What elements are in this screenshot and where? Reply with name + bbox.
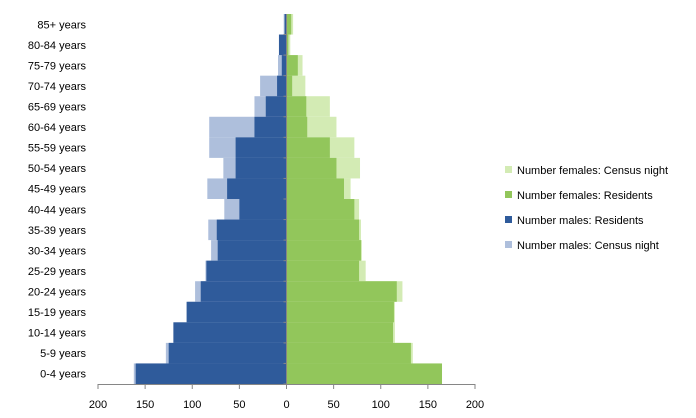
bar-number-males-residents-30-34-years [217,240,287,261]
bar-number-females-residents-0-4-years [286,363,443,384]
y-tick-label-85-years: 85+ years [37,19,86,31]
x-tick-label: 150 [419,399,437,411]
x-tick-label: 200 [89,399,107,411]
x-tick-label: 0 [283,399,289,411]
bar-number-males-residents-50-54-years [235,157,287,179]
bar-number-females-residents-40-44-years [286,199,355,220]
bar-number-males-residents-55-59-years [235,137,287,158]
y-tick-label-10-14-years: 10-14 years [28,328,87,340]
bar-number-males-residents-25-29-years [206,260,287,282]
y-tick-label-0-4-years: 0-4 years [40,369,86,381]
x-tick-label: 100 [372,399,390,411]
legend-label-number-males-residents: Number males: Residents [517,215,644,227]
bar-number-females-residents-20-24-years [286,281,397,302]
bar-number-males-residents-10-14-years [173,322,287,343]
legend: Number females: Census night Number femal… [505,165,668,252]
bar-number-males-residents-75-79-years [281,55,287,76]
x-tick-label: 100 [183,399,201,411]
x-tick-label: 50 [233,399,245,411]
bar-number-females-residents-60-64-years [286,116,308,138]
axes-layer: 0-4 years 5-9 years 10-14 years 15-19 years… [28,14,484,411]
y-tick-label-50-54-years: 50-54 years [28,163,87,175]
bar-number-females-residents-70-74-years [286,75,293,97]
x-tick-label: 200 [466,399,484,411]
legend-label-number-females-residents: Number females: Residents [517,190,653,202]
bar-number-males-residents-0-4-years [135,363,287,384]
x-tick-label: 150 [136,399,154,411]
legend-swatch-number-males-residents [505,216,512,223]
bar-number-females-residents-75-79-years [286,55,298,76]
x-tick-label: 50 [328,399,340,411]
bar-number-females-residents-50-54-years [286,157,337,179]
y-tick-label-55-59-years: 55-59 years [28,143,87,155]
y-tick-label-80-84-years: 80-84 years [28,40,87,52]
bar-number-males-residents-65-69-years [265,96,287,117]
bar-number-males-residents-60-64-years [254,116,287,138]
legend-swatch-number-females-residents [505,191,512,198]
bar-number-males-residents-70-74-years [277,75,287,97]
bar-number-females-residents-10-14-years [286,322,394,343]
y-tick-label-40-44-years: 40-44 years [28,204,87,216]
y-tick-label-25-29-years: 25-29 years [28,266,87,278]
bar-number-males-residents-85-years [284,14,287,35]
y-tick-label-70-74-years: 70-74 years [28,81,87,93]
bar-number-females-residents-5-9-years [286,342,411,364]
bar-number-males-residents-35-39-years [216,219,287,241]
bar-number-males-residents-15-19-years [186,301,287,323]
y-tick-label-45-49-years: 45-49 years [28,184,87,196]
y-tick-label-30-34-years: 30-34 years [28,245,87,257]
y-tick-label-15-19-years: 15-19 years [28,307,87,319]
bar-number-males-residents-80-84-years [278,34,287,56]
bar-number-females-residents-85-years [286,14,292,35]
bar-number-males-residents-5-9-years [168,342,287,364]
y-tick-label-65-69-years: 65-69 years [28,102,87,114]
bar-number-females-residents-80-84-years [286,34,289,56]
y-tick-label-20-24-years: 20-24 years [28,287,87,299]
bar-number-females-residents-65-69-years [286,96,307,117]
bar-number-females-residents-25-29-years [286,260,360,282]
bar-number-males-residents-20-24-years [200,281,287,302]
bar-number-females-residents-30-34-years [286,240,361,261]
y-tick-label-35-39-years: 35-39 years [28,225,87,237]
bar-number-females-residents-55-59-years [286,137,330,158]
y-tick-label-5-9-years: 5-9 years [40,348,86,360]
legend-swatch-number-males-census-night [505,241,512,248]
legend-label-number-females-census-night: Number females: Census night [517,165,668,177]
bar-number-males-residents-45-49-years [227,178,287,199]
bars-layer [133,14,443,384]
bar-number-females-residents-15-19-years [286,301,394,323]
y-tick-label-75-79-years: 75-79 years [28,60,87,72]
legend-label-number-males-census-night: Number males: Census night [517,240,659,252]
bar-number-females-residents-35-39-years [286,219,360,241]
bar-number-males-residents-40-44-years [239,199,287,220]
y-tick-label-60-64-years: 60-64 years [28,122,87,134]
bar-number-females-residents-45-49-years [286,178,344,199]
legend-swatch-number-females-census-night [505,166,512,173]
